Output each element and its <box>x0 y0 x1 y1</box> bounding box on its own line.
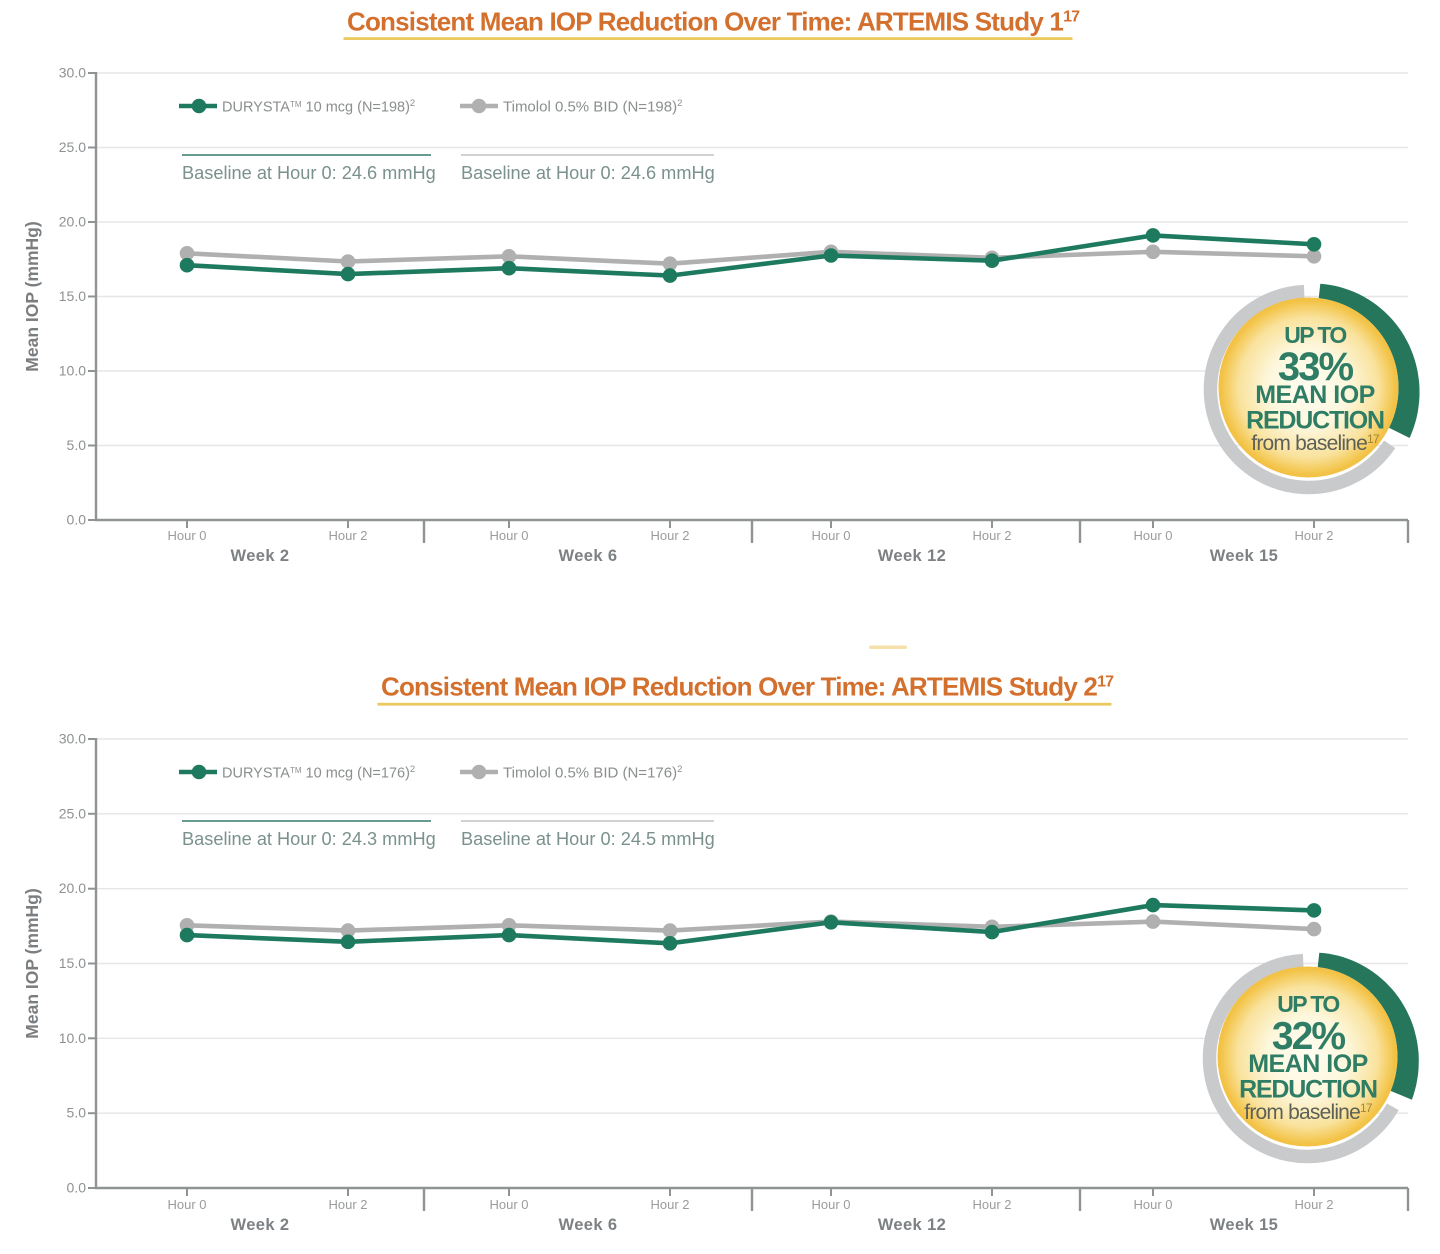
svg-text:20.0: 20.0 <box>59 880 86 896</box>
svg-text:Week 12: Week 12 <box>878 1216 947 1234</box>
svg-text:from baseline17: from baseline17 <box>1251 432 1380 455</box>
svg-text:Baseline at Hour 0: 24.3 mmHg: Baseline at Hour 0: 24.3 mmHg <box>182 829 436 849</box>
svg-text:Week 2: Week 2 <box>231 547 290 565</box>
svg-text:MEAN IOP: MEAN IOP <box>1255 381 1375 409</box>
svg-text:15.0: 15.0 <box>59 288 86 304</box>
svg-text:15.0: 15.0 <box>59 955 86 971</box>
svg-text:REDUCTION: REDUCTION <box>1246 407 1384 435</box>
svg-text:Hour 0: Hour 0 <box>811 528 850 543</box>
svg-text:Hour 2: Hour 2 <box>972 1197 1011 1212</box>
svg-text:Hour 0: Hour 0 <box>167 1197 206 1212</box>
svg-text:Mean IOP (mmHg): Mean IOP (mmHg) <box>22 888 42 1038</box>
svg-text:0.0: 0.0 <box>67 512 87 528</box>
svg-text:DURYSTATM 10 mcg (N=176)2: DURYSTATM 10 mcg (N=176)2 <box>222 764 415 782</box>
svg-text:Week 6: Week 6 <box>559 1216 618 1234</box>
svg-text:Hour 2: Hour 2 <box>972 528 1011 543</box>
svg-text:Timolol 0.5% BID (N=198)2: Timolol 0.5% BID (N=198)2 <box>503 98 682 116</box>
svg-text:Hour 0: Hour 0 <box>167 528 206 543</box>
svg-text:Week 15: Week 15 <box>1210 1216 1279 1234</box>
svg-text:UP TO: UP TO <box>1284 322 1346 348</box>
svg-text:Mean IOP (mmHg): Mean IOP (mmHg) <box>22 221 42 371</box>
svg-text:5.0: 5.0 <box>67 1105 87 1121</box>
svg-text:0.0: 0.0 <box>67 1180 87 1196</box>
svg-text:DURYSTATM 10 mcg (N=198)2: DURYSTATM 10 mcg (N=198)2 <box>222 98 415 116</box>
svg-text:Hour 0: Hour 0 <box>811 1197 850 1212</box>
svg-text:25.0: 25.0 <box>59 805 86 821</box>
svg-text:Hour 0: Hour 0 <box>1133 528 1172 543</box>
svg-text:Consistent Mean IOP Reduction: Consistent Mean IOP Reduction Over Time:… <box>381 672 1114 702</box>
svg-text:REDUCTION: REDUCTION <box>1239 1076 1377 1104</box>
svg-text:30.0: 30.0 <box>59 731 86 747</box>
svg-text:Week 12: Week 12 <box>878 547 947 565</box>
svg-text:Consistent Mean IOP Reduction: Consistent Mean IOP Reduction Over Time:… <box>347 7 1080 37</box>
svg-text:10.0: 10.0 <box>59 1030 86 1046</box>
svg-text:Week 15: Week 15 <box>1210 547 1279 565</box>
svg-text:30.0: 30.0 <box>59 65 86 81</box>
svg-text:Week 6: Week 6 <box>559 547 618 565</box>
svg-text:Baseline at Hour 0: 24.6 mmHg: Baseline at Hour 0: 24.6 mmHg <box>182 163 436 183</box>
svg-text:from baseline17: from baseline17 <box>1244 1101 1373 1124</box>
svg-text:10.0: 10.0 <box>59 363 86 379</box>
svg-text:Week 2: Week 2 <box>231 1216 290 1234</box>
svg-text:25.0: 25.0 <box>59 139 86 155</box>
svg-text:Hour 2: Hour 2 <box>1294 1197 1333 1212</box>
svg-text:20.0: 20.0 <box>59 214 86 230</box>
svg-text:Hour 2: Hour 2 <box>328 1197 367 1212</box>
svg-text:Hour 0: Hour 0 <box>489 528 528 543</box>
svg-text:33%: 33% <box>1278 345 1354 389</box>
svg-text:32%: 32% <box>1272 1015 1346 1058</box>
svg-text:5.0: 5.0 <box>67 437 87 453</box>
svg-text:Baseline at Hour 0: 24.5 mmHg: Baseline at Hour 0: 24.5 mmHg <box>461 829 715 849</box>
svg-text:Hour 2: Hour 2 <box>650 528 689 543</box>
svg-text:Timolol 0.5% BID (N=176)2: Timolol 0.5% BID (N=176)2 <box>503 764 682 782</box>
svg-text:Baseline at Hour 0: 24.6 mmHg: Baseline at Hour 0: 24.6 mmHg <box>461 163 715 183</box>
svg-text:Hour 2: Hour 2 <box>1294 528 1333 543</box>
svg-text:MEAN IOP: MEAN IOP <box>1248 1050 1368 1078</box>
svg-text:UP TO: UP TO <box>1277 991 1339 1017</box>
svg-text:Hour 2: Hour 2 <box>328 528 367 543</box>
svg-text:Hour 2: Hour 2 <box>650 1197 689 1212</box>
svg-text:Hour 0: Hour 0 <box>1133 1197 1172 1212</box>
svg-text:Hour 0: Hour 0 <box>489 1197 528 1212</box>
